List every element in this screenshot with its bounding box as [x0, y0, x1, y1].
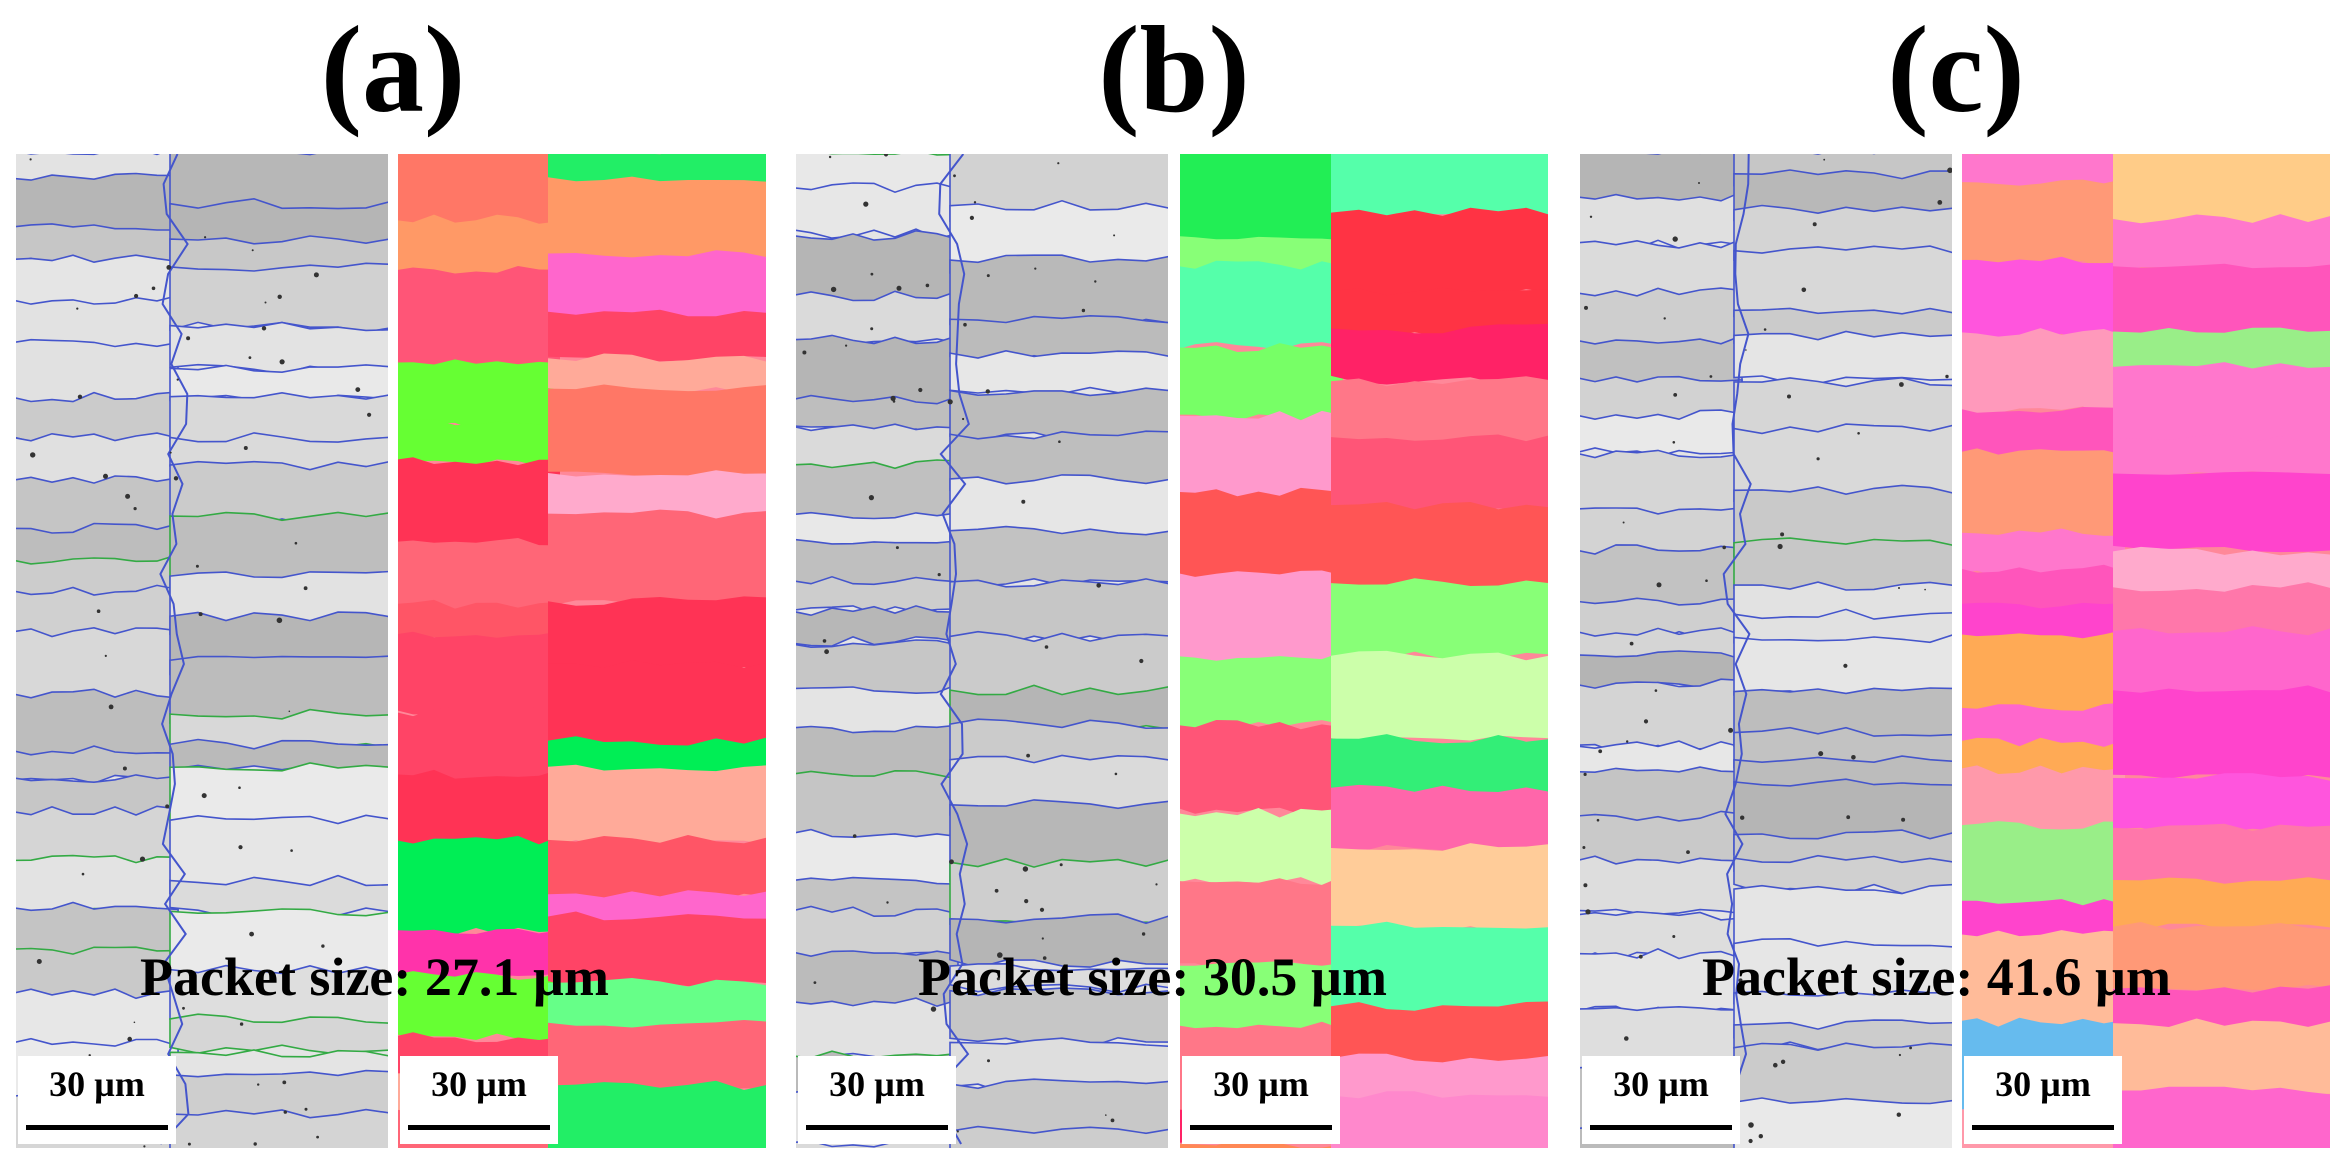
scale-bar-a-left: 30 µm [18, 1056, 176, 1144]
scale-bar-label: 30 µm [1995, 1064, 2091, 1104]
scale-bar-b-left: 30 µm [798, 1056, 956, 1144]
packet-size-a: Packet size: 27.1 µm [140, 947, 609, 1007]
panel-label-a: (a) [320, 1, 466, 138]
scale-bar-label: 30 µm [431, 1064, 527, 1104]
scale-bar-line [1190, 1125, 1332, 1130]
scale-bar-line [1972, 1125, 2114, 1130]
scale-bar-label: 30 µm [829, 1064, 925, 1104]
scale-bar-b-right: 30 µm [1182, 1056, 1340, 1144]
scale-bar-label: 30 µm [49, 1064, 145, 1104]
scale-bar-line [806, 1125, 948, 1130]
panel-label-c: (c) [1887, 1, 2025, 138]
panel-label-b: (b) [1098, 1, 1250, 138]
packet-size-c: Packet size: 41.6 µm [1702, 947, 2171, 1007]
band-contrast-map-c [1580, 154, 1952, 1148]
scale-bar-c-right: 30 µm [1964, 1056, 2122, 1144]
band-contrast-map-b [796, 154, 1168, 1148]
scale-bar-line [408, 1125, 550, 1130]
scale-bar-c-left: 30 µm [1582, 1056, 1740, 1144]
scale-bar-line [26, 1125, 168, 1130]
packet-size-b: Packet size: 30.5 µm [918, 947, 1387, 1007]
ipf-map-c [1962, 154, 2330, 1148]
scale-bar-label: 30 µm [1213, 1064, 1309, 1104]
scale-bar-a-right: 30 µm [400, 1056, 558, 1144]
scale-bar-line [1590, 1125, 1732, 1130]
scale-bar-label: 30 µm [1613, 1064, 1709, 1104]
ipf-map-b [1180, 154, 1548, 1148]
